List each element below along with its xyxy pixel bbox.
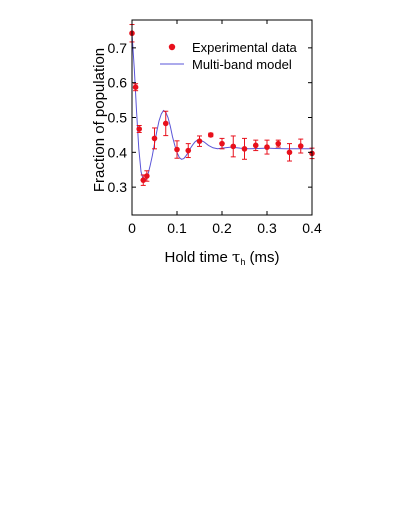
legend-label-experimental: Experimental data — [192, 40, 298, 55]
data-point — [219, 140, 225, 147]
data-point — [144, 173, 150, 179]
y-axis-label: Fraction of population — [91, 48, 108, 192]
data-layer — [129, 24, 315, 186]
data-point — [207, 132, 214, 138]
y-tick-label: 0.5 — [108, 110, 128, 126]
data-point — [132, 84, 139, 91]
legend-label-model: Multi-band model — [192, 57, 292, 72]
data-point — [241, 146, 248, 152]
legend-marker-experimental — [168, 43, 176, 51]
data-point — [264, 144, 270, 150]
x-tick-label: 0.3 — [257, 220, 277, 236]
x-axis-label-subscript: h — [240, 257, 245, 267]
data-point — [297, 143, 304, 149]
x-axis-label: Hold time τh (ms) — [164, 248, 279, 267]
legend-box — [155, 38, 305, 78]
x-tick-label: 0 — [128, 220, 136, 236]
y-tick-label: 0.6 — [108, 75, 128, 91]
y-tick-label: 0.3 — [108, 179, 128, 195]
data-point — [252, 142, 259, 149]
data-point — [196, 138, 203, 144]
legend: Experimental data Multi-band model — [155, 38, 305, 78]
x-tick-label: 0.1 — [167, 220, 187, 236]
axis-layer: 0 0.1 0.2 0.3 0.4 0.3 0.4 0.5 0.6 0.7 — [108, 19, 322, 236]
data-point — [275, 140, 282, 147]
data-point — [151, 135, 158, 142]
data-point — [136, 126, 142, 132]
x-tick-label: 0.2 — [212, 220, 232, 236]
x-axis-label-unit: (ms) — [245, 249, 279, 266]
data-point — [174, 146, 180, 153]
data-point — [286, 149, 293, 156]
y-tick-label: 0.4 — [108, 144, 128, 160]
y-tick-label: 0.7 — [108, 40, 128, 56]
x-axis-label-main: Hold time — [164, 249, 232, 266]
x-axis-label-tau: τ — [232, 248, 240, 266]
data-point — [162, 120, 169, 127]
x-tick-label: 0.4 — [302, 220, 322, 236]
data-point — [185, 147, 192, 154]
data-point — [230, 143, 237, 150]
